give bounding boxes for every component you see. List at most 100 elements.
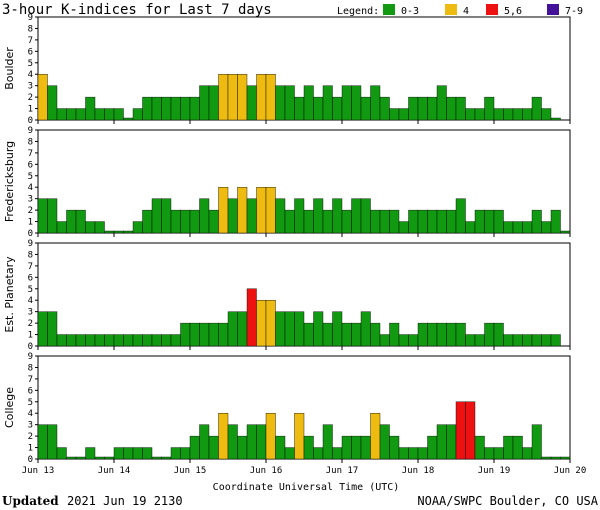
y-tick-label: 9 <box>28 352 33 362</box>
k-index-bar <box>37 424 48 460</box>
k-index-bar <box>560 230 571 234</box>
k-index-bar <box>503 435 514 460</box>
k-index-bar <box>66 209 77 234</box>
k-index-bar <box>237 187 248 234</box>
k-index-bar <box>474 334 485 347</box>
k-index-bar <box>341 322 352 347</box>
k-index-bar <box>56 447 67 460</box>
k-index-bar <box>408 334 419 347</box>
k-index-bar <box>560 456 571 460</box>
k-index-bar <box>180 322 191 347</box>
k-index-bar <box>294 96 305 121</box>
k-index-bar <box>417 96 428 121</box>
k-index-bar <box>503 108 514 121</box>
y-tick-label: 8 <box>28 24 33 34</box>
panel-title: Boulder <box>3 47 16 90</box>
k-index-bar <box>218 187 229 234</box>
legend-swatch-7-9 <box>547 4 559 15</box>
y-tick-label: 0 <box>28 342 33 352</box>
k-index-bar <box>237 74 248 121</box>
x-tick-label: Jun 15 <box>174 466 207 476</box>
legend-label: Legend: <box>337 6 379 17</box>
k-index-bar <box>189 96 200 121</box>
k-index-bar <box>370 85 381 121</box>
k-index-bar <box>389 322 400 347</box>
k-index-bar <box>218 413 229 460</box>
y-tick-label: 1 <box>28 218 33 228</box>
k-index-bar <box>170 447 181 460</box>
k-index-bar <box>151 334 162 347</box>
k-index-bar <box>379 334 390 347</box>
k-index-bar <box>94 221 105 234</box>
k-index-bar <box>484 96 495 121</box>
y-tick-label: 4 <box>28 183 33 193</box>
y-tick-label: 2 <box>28 93 33 103</box>
y-tick-label: 6 <box>28 160 33 170</box>
k-index-bar <box>265 413 276 460</box>
panel-title: College <box>3 387 16 428</box>
k-index-bar <box>522 221 533 234</box>
k-index-bar <box>199 198 210 234</box>
k-index-bar <box>503 334 514 347</box>
k-index-bar <box>322 424 333 460</box>
k-index-bar <box>94 334 105 347</box>
k-index-bar <box>303 322 314 347</box>
k-index-bar <box>237 311 248 347</box>
k-index-bar <box>436 322 447 347</box>
k-index-bar <box>351 198 362 234</box>
y-tick-label: 8 <box>28 137 33 147</box>
x-tick-label: Jun 16 <box>250 466 283 476</box>
k-index-bar <box>132 447 143 460</box>
k-index-bar <box>436 85 447 121</box>
k-index-bar <box>455 401 466 460</box>
k-index-bar <box>398 447 409 460</box>
k-index-bar <box>151 198 162 234</box>
k-index-bar <box>246 198 257 234</box>
x-tick-label: Jun 13 <box>22 466 55 476</box>
k-index-bar <box>360 311 371 347</box>
k-index-bar <box>284 85 295 121</box>
k-index-bar <box>47 85 58 121</box>
y-tick-label: 7 <box>28 375 33 385</box>
k-index-bar <box>465 401 476 460</box>
k-index-bar <box>113 447 124 460</box>
k-index-bar <box>66 108 77 121</box>
k-index-bar <box>208 209 219 234</box>
k-index-bar <box>218 322 229 347</box>
k-index-bar <box>227 424 238 460</box>
k-index-bar <box>379 209 390 234</box>
k-index-bar <box>113 334 124 347</box>
k-index-bar <box>180 447 191 460</box>
k-index-bar <box>360 96 371 121</box>
y-tick-label: 8 <box>28 363 33 373</box>
k-index-bar <box>531 209 542 234</box>
k-index-bar <box>303 209 314 234</box>
k-index-bar <box>512 334 523 347</box>
k-index-bar <box>170 96 181 121</box>
k-index-bar <box>47 311 58 347</box>
legend-swatch-0-3 <box>383 4 395 15</box>
k-index-bar <box>465 108 476 121</box>
k-index-bar <box>427 322 438 347</box>
k-index-bar <box>493 447 504 460</box>
k-index-bar <box>113 230 124 234</box>
k-index-bar <box>123 447 134 460</box>
k-index-bar <box>284 209 295 234</box>
k-index-bar <box>75 456 86 460</box>
k-index-bar <box>37 311 48 347</box>
y-tick-label: 0 <box>28 116 33 126</box>
y-tick-label: 7 <box>28 262 33 272</box>
y-tick-label: 1 <box>28 105 33 115</box>
k-index-bar <box>256 187 267 234</box>
legend-swatch-5-6 <box>486 4 498 15</box>
y-tick-label: 6 <box>28 47 33 57</box>
k-index-bar <box>455 198 466 234</box>
k-index-bar <box>303 85 314 121</box>
k-index-bar <box>417 447 428 460</box>
y-tick-label: 1 <box>28 444 33 454</box>
k-index-bar <box>484 322 495 347</box>
k-index-bar <box>446 322 457 347</box>
x-tick-label: Jun 18 <box>402 466 435 476</box>
k-index-bar <box>284 447 295 460</box>
k-index-bar <box>541 221 552 234</box>
